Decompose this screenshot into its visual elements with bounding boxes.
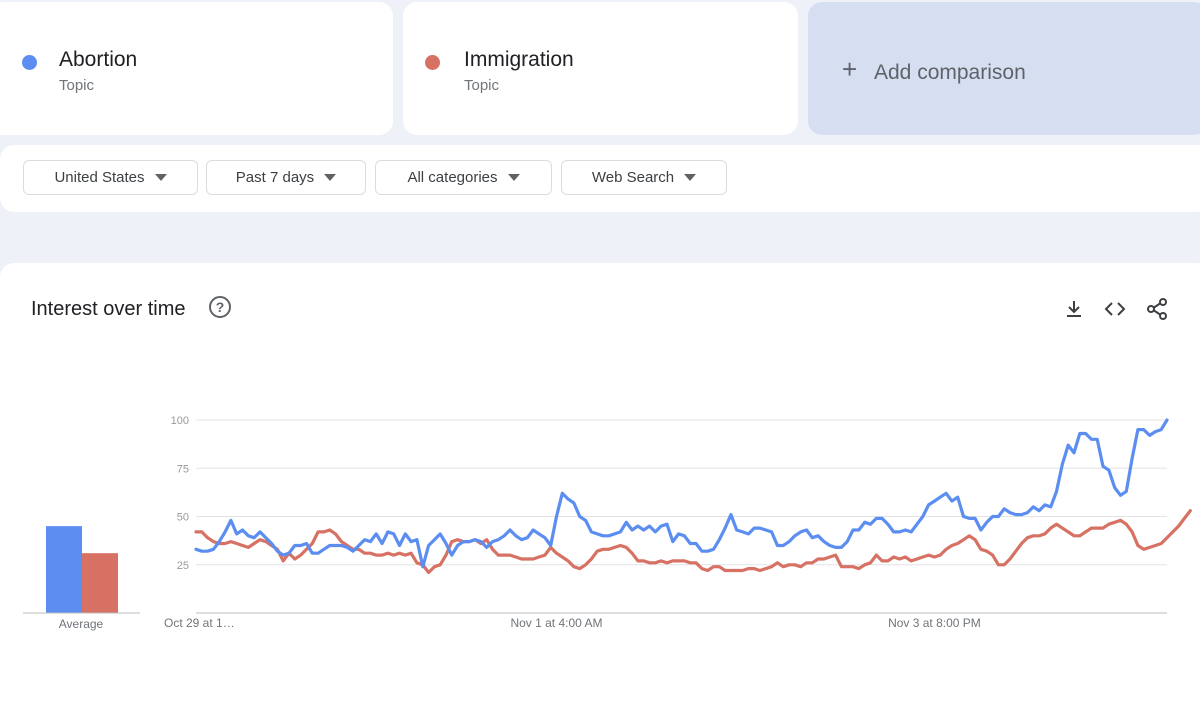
share-icon[interactable] <box>1146 298 1168 320</box>
help-icon[interactable]: ? <box>209 296 231 318</box>
filter-label: Web Search <box>591 169 675 186</box>
embed-icon[interactable] <box>1104 298 1126 320</box>
download-icon[interactable] <box>1063 298 1085 320</box>
plus-icon: + <box>842 54 858 84</box>
term-card-abortion[interactable]: Abortion Topic <box>0 2 393 135</box>
filter-region[interactable]: United States <box>23 160 198 195</box>
filter-search-type[interactable]: Web Search <box>561 160 727 195</box>
chart-title: Interest over time <box>31 298 186 320</box>
caret-down-icon <box>154 174 167 181</box>
term-card-immigration[interactable]: Immigration Topic <box>403 2 798 135</box>
caret-down-icon <box>324 174 337 181</box>
add-comparison-label: Add comparison <box>874 61 1026 84</box>
term-type: Topic <box>59 77 95 94</box>
filter-category[interactable]: All categories <box>375 160 552 195</box>
term-name: Abortion <box>59 48 138 71</box>
filter-label: Past 7 days <box>235 169 315 186</box>
add-comparison-button[interactable]: + Add comparison <box>808 2 1200 135</box>
term-name: Immigration <box>464 48 574 71</box>
filter-time-range[interactable]: Past 7 days <box>206 160 366 195</box>
caret-down-icon <box>684 174 697 181</box>
immigration-color-dot <box>425 55 440 70</box>
caret-down-icon <box>507 174 520 181</box>
interest-over-time-card: Interest over time ? <box>0 263 1200 710</box>
filter-label: United States <box>54 169 145 186</box>
filter-bar: United States Past 7 days All categories… <box>0 145 1200 212</box>
abortion-color-dot <box>22 55 37 70</box>
filter-label: All categories <box>407 169 498 186</box>
term-type: Topic <box>464 77 500 94</box>
